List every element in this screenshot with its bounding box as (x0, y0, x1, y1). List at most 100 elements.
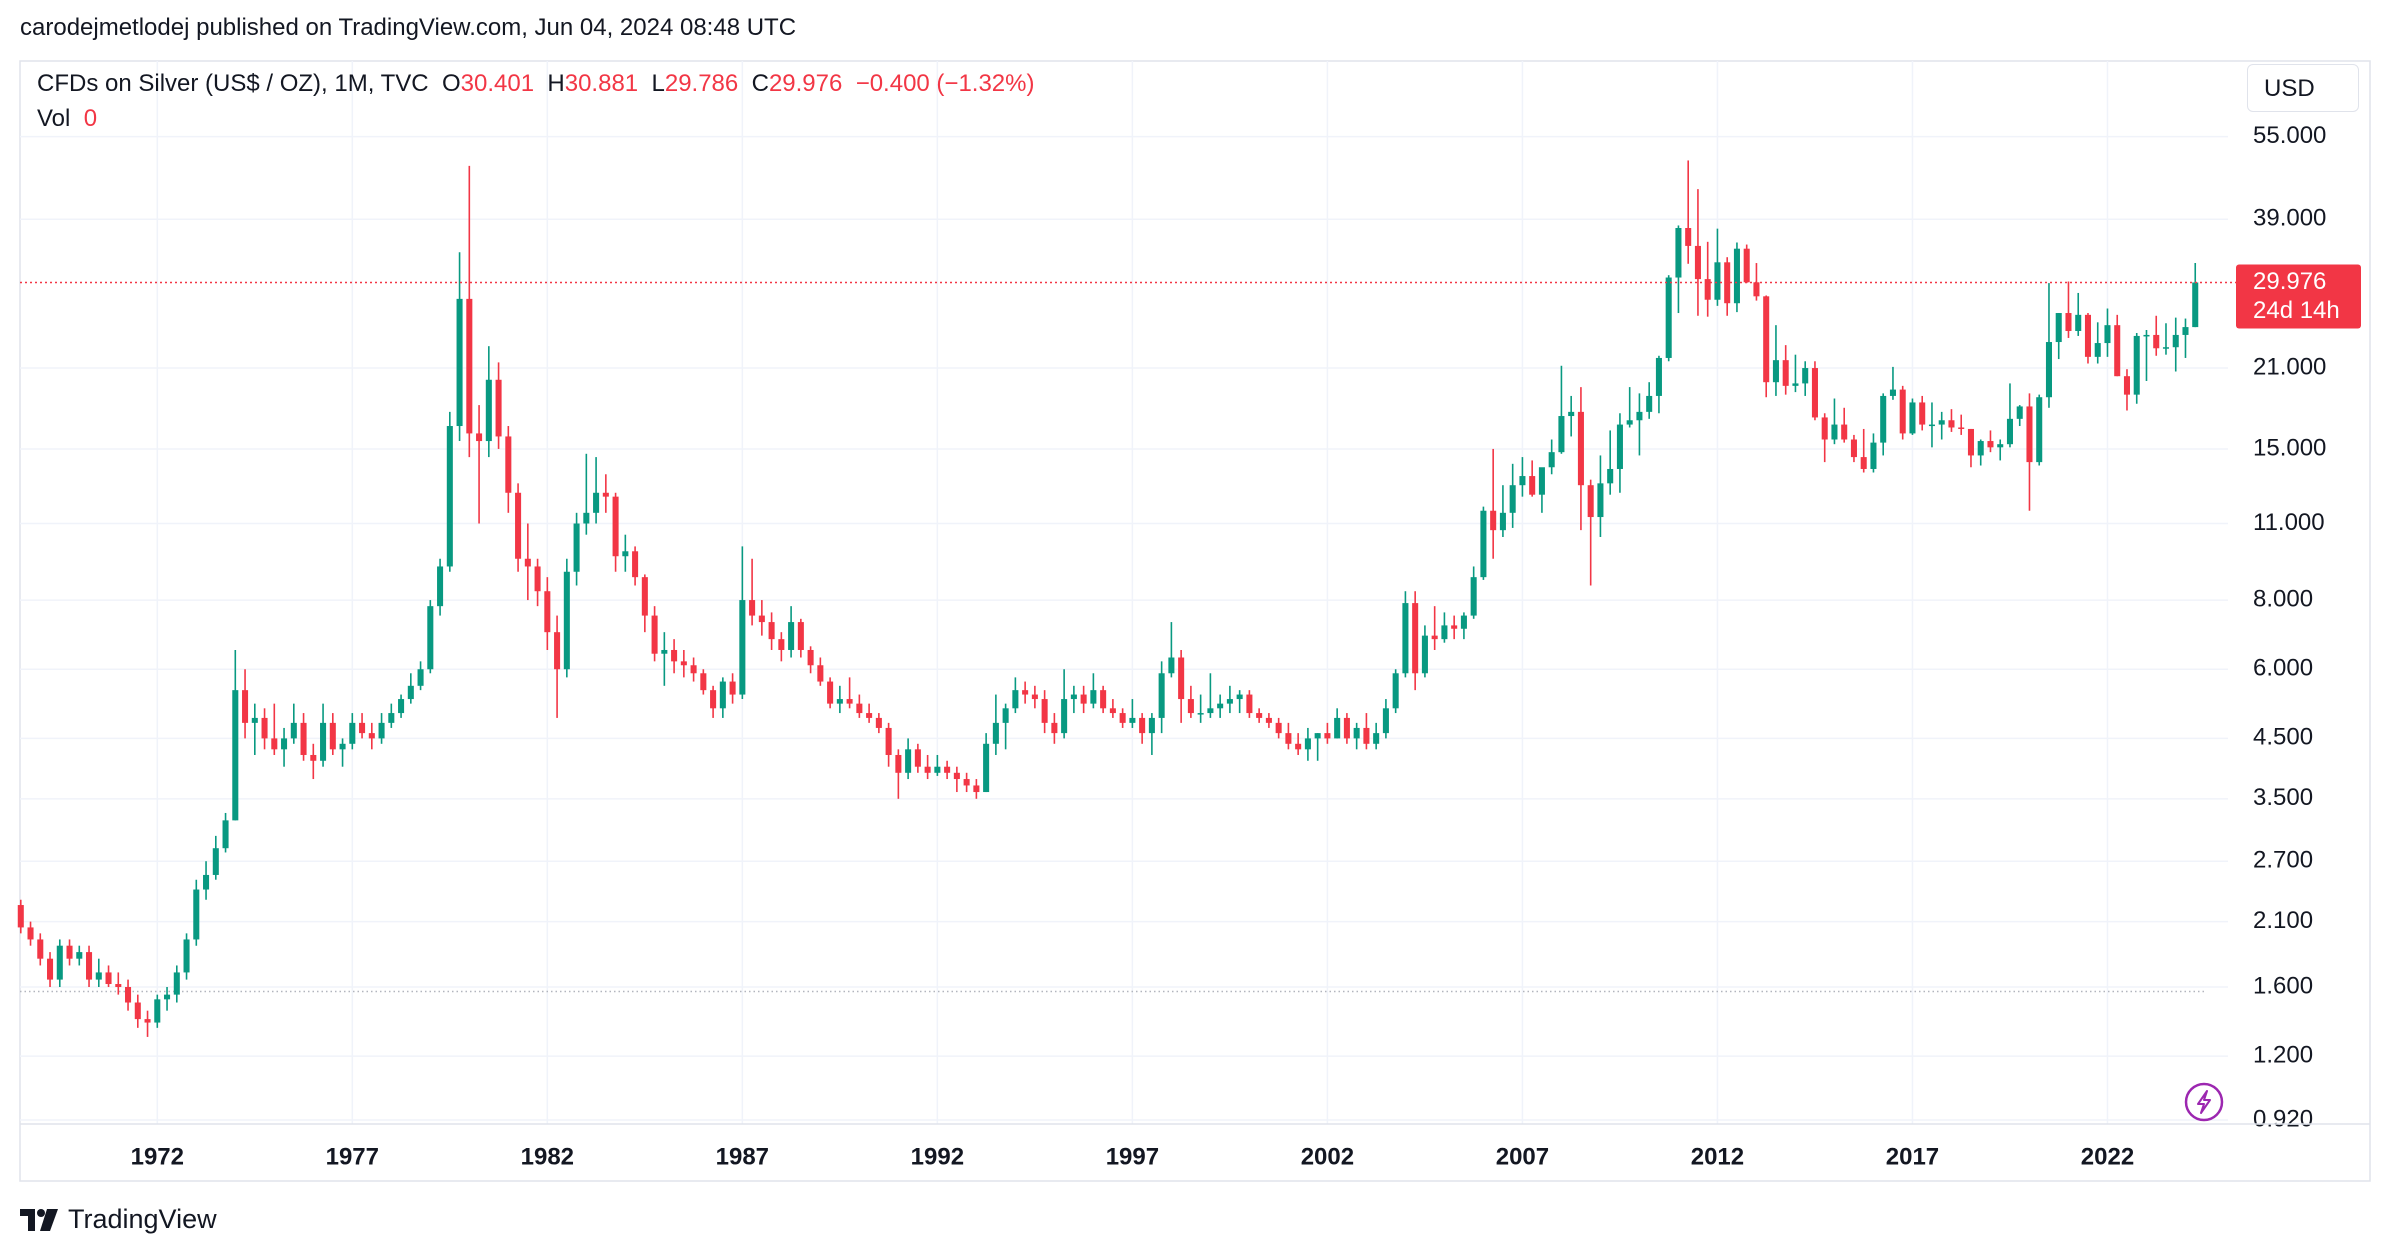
x-tick-label: 2017 (1886, 1143, 1939, 1170)
candle-body (1509, 485, 1516, 513)
candle-body (417, 669, 424, 686)
x-tick-label: 2022 (2081, 1143, 2134, 1170)
candle-body (1139, 717, 1146, 734)
y-tick-label: 55.000 (2253, 122, 2326, 149)
candle-body (1665, 277, 1672, 358)
candle-body (544, 591, 551, 633)
candle-body (1041, 699, 1048, 723)
y-tick-label: 39.000 (2253, 205, 2326, 232)
candle-body (2075, 314, 2082, 331)
candle-body (125, 987, 132, 1003)
candle-body (768, 622, 775, 640)
candle-body (1880, 395, 1887, 443)
candle-body (2084, 314, 2091, 357)
candle-body (817, 665, 824, 682)
candle-body (427, 606, 434, 670)
candle-body (1548, 452, 1555, 468)
candle-body (1158, 673, 1165, 718)
currency-button[interactable]: USD (2247, 64, 2359, 112)
candle-body (1558, 416, 1565, 453)
candle-body (1675, 228, 1682, 278)
candle-body (212, 848, 219, 875)
candle-body (515, 492, 522, 559)
candle-body (56, 945, 63, 980)
candle-body (349, 722, 356, 744)
candle-body (622, 551, 629, 557)
candle-body (1811, 368, 1818, 418)
candle-body (1636, 411, 1643, 421)
y-tick-label: 3.500 (2253, 784, 2313, 811)
candle-body (193, 889, 200, 940)
candle-body (1382, 708, 1389, 734)
candle-body (368, 733, 375, 739)
y-tick-label: 4.500 (2253, 724, 2313, 751)
candle-body (105, 972, 112, 985)
footer: TradingView (20, 1204, 217, 1235)
candle-body (612, 496, 619, 557)
countdown-label: 24d 14h (2253, 297, 2340, 324)
candle-body (1948, 420, 1955, 428)
candle-body (1782, 360, 1789, 386)
open-label: O (441, 70, 461, 97)
candle-body (1207, 708, 1214, 714)
candle-body (778, 639, 785, 650)
candle-body (1655, 357, 1662, 396)
candle-body (17, 905, 24, 928)
candle-body (924, 766, 931, 773)
candle-body (749, 600, 756, 616)
candle-body (875, 717, 882, 728)
candle-body (1938, 420, 1945, 425)
candle-body (203, 874, 210, 890)
candle-body (476, 433, 483, 442)
candle-body (437, 566, 444, 607)
candle-body (1178, 657, 1185, 700)
candle-body (398, 699, 405, 714)
candle-body (2123, 376, 2131, 395)
candle-body (700, 673, 707, 691)
candle-body (183, 939, 190, 973)
candle-body (1685, 228, 1692, 246)
candle-body (1587, 485, 1594, 518)
candle-body (1519, 476, 1526, 486)
candle-body (251, 717, 258, 723)
candle-body (1451, 625, 1458, 629)
candle-body (378, 722, 385, 739)
candle-body (1236, 694, 1243, 700)
candle-body (534, 566, 541, 592)
candle-body (524, 558, 531, 567)
candle-body (1197, 713, 1204, 715)
candle-body (1470, 577, 1477, 616)
candle-body (1353, 727, 1360, 739)
candle-body (232, 690, 239, 821)
candle-body (1958, 427, 1965, 429)
candle-body (963, 779, 970, 786)
last-price-label: 29.976 (2253, 268, 2326, 295)
icon-circle (2184, 1082, 2224, 1122)
candle-body (1012, 690, 1019, 709)
candle-body (2045, 342, 2052, 398)
candle-body (680, 661, 687, 666)
candle-body (2026, 406, 2033, 463)
y-tick-label: 6.000 (2253, 655, 2313, 682)
candle-body (1831, 424, 1838, 440)
candle-body (1967, 428, 1974, 456)
candle-body (856, 703, 863, 714)
candle-body (1334, 717, 1341, 739)
candle-body (895, 754, 902, 773)
candle-body (1119, 713, 1126, 723)
x-tick-label: 2007 (1496, 1143, 1549, 1170)
lightning-icon[interactable] (2184, 1082, 2224, 1122)
candle-body (144, 1019, 151, 1023)
candle-body (27, 927, 34, 940)
candle-body (76, 952, 83, 959)
candle-body (1626, 420, 1633, 425)
candle-body (2153, 334, 2160, 349)
candle-body (1821, 417, 1828, 440)
candle-body (281, 738, 288, 750)
y-tick-label: 8.000 (2253, 585, 2313, 612)
candle-body (641, 577, 648, 616)
candle-body (2192, 282, 2199, 328)
candle-body (329, 722, 336, 750)
candle-body (1392, 673, 1399, 709)
x-tick-label: 2012 (1691, 1143, 1744, 1170)
